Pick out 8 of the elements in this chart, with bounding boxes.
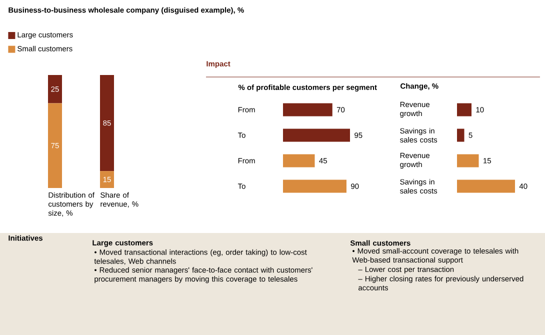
bar [283, 154, 315, 168]
bar [283, 180, 346, 193]
bar [457, 154, 479, 168]
bar [457, 128, 464, 142]
bar [457, 180, 516, 193]
bar [457, 103, 472, 116]
bar [283, 103, 332, 116]
bar [283, 128, 350, 142]
